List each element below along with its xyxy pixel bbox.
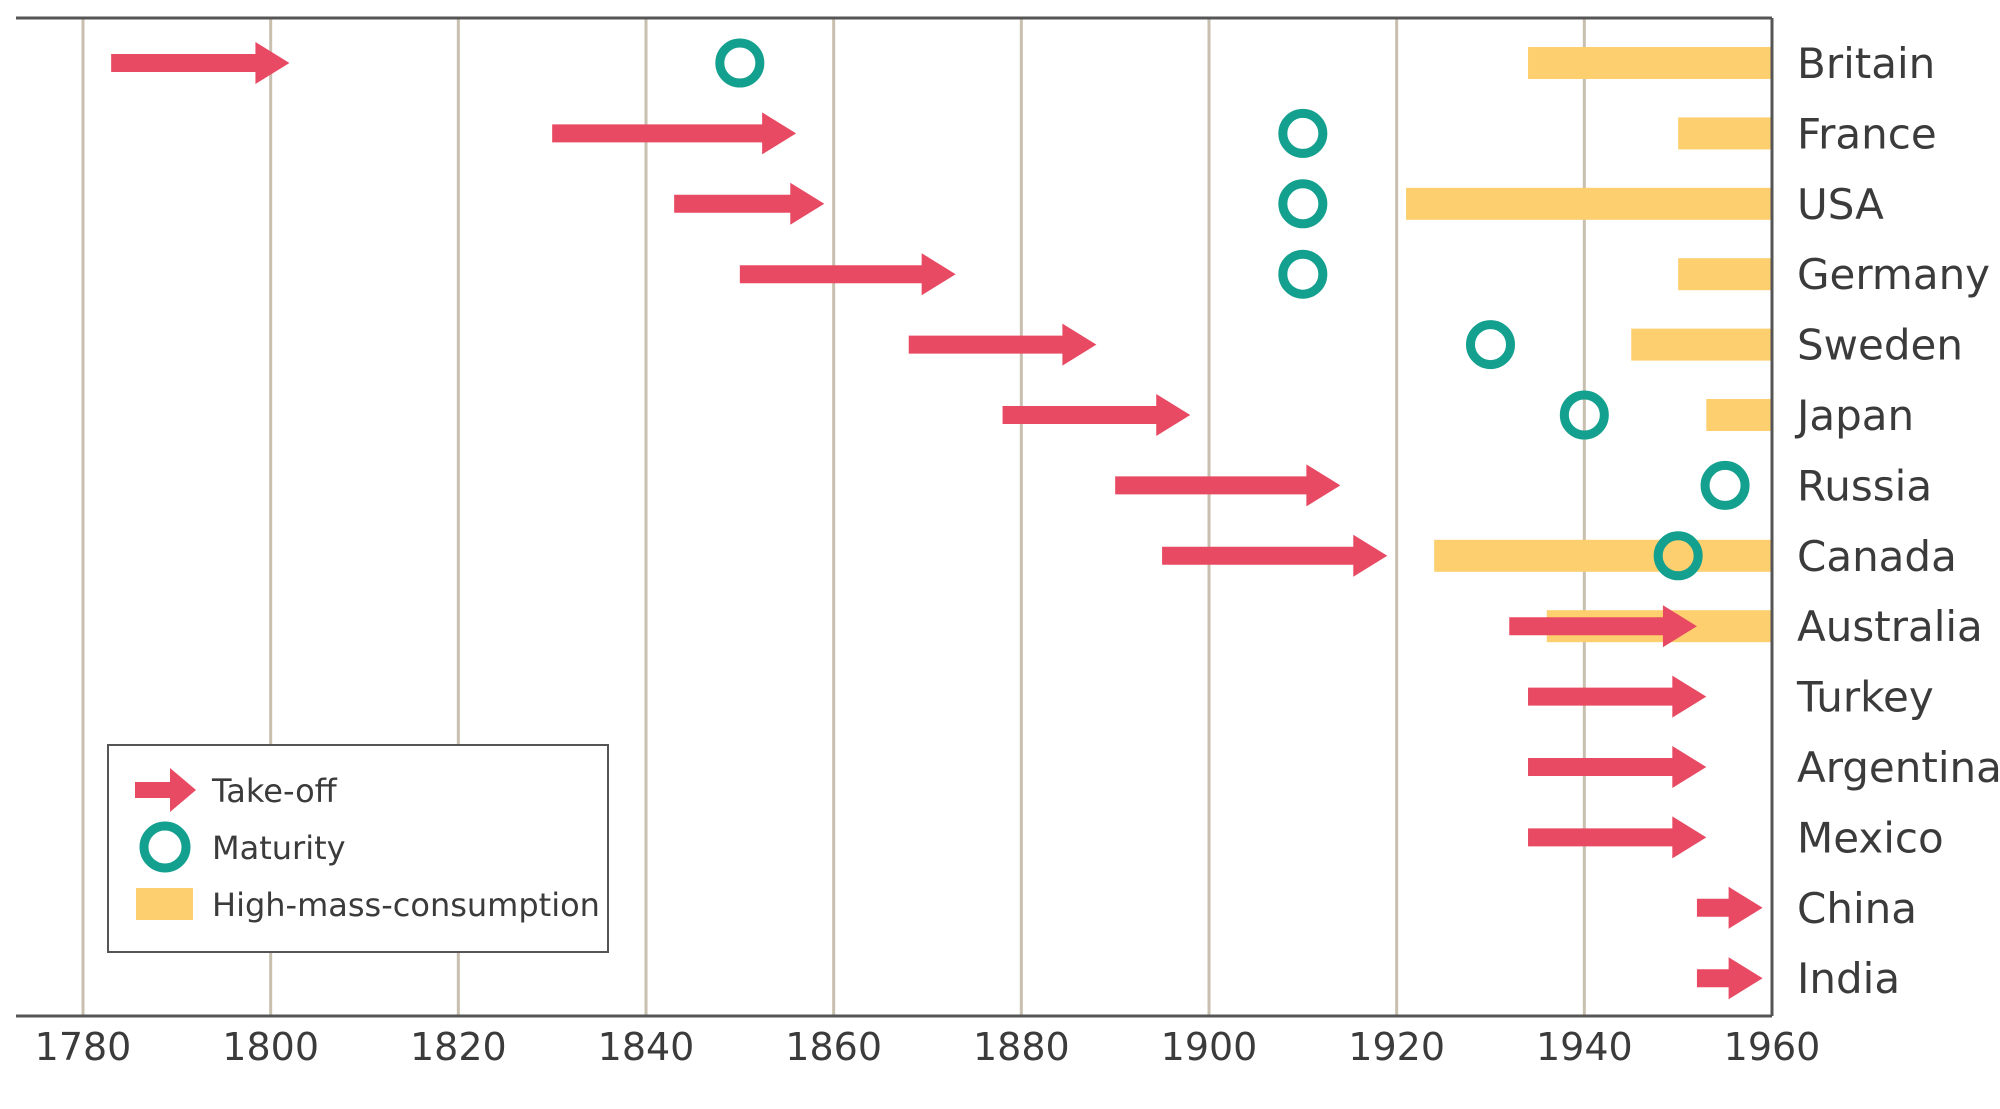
maturity-marker-france xyxy=(1278,108,1328,158)
legend-takeoff-arrow-icon xyxy=(135,768,196,812)
x-tick-label-1860: 1860 xyxy=(785,1025,882,1069)
x-tick-label-1920: 1920 xyxy=(1348,1025,1445,1069)
takeoff-arrow-india xyxy=(1696,957,1763,1000)
grid-lines xyxy=(81,18,1586,1016)
maturity-marker-usa xyxy=(1278,179,1328,229)
takeoff-arrow-russia xyxy=(1115,464,1341,507)
x-tick-label-1780: 1780 xyxy=(35,1025,132,1069)
legend: Take-off Maturity High-mass-consumption xyxy=(107,744,609,953)
takeoff-arrows xyxy=(111,42,1763,1000)
legend-takeoff-label: Take-off xyxy=(211,772,338,810)
x-tick-label-1800: 1800 xyxy=(222,1025,319,1069)
country-label-mexico: Mexico xyxy=(1797,813,1944,862)
maturity-marker-germany xyxy=(1278,249,1328,299)
maturity-marker-britain xyxy=(715,38,765,88)
country-labels: Britain France USA Germany Sweden Japan Russia… xyxy=(1794,39,2000,1003)
consumption-bar-sweden xyxy=(1631,328,1772,361)
consumption-bar-canada xyxy=(1434,539,1772,572)
country-label-sweden: Sweden xyxy=(1797,321,1963,370)
maturity-marker-russia xyxy=(1700,460,1750,510)
consumption-bars xyxy=(1406,47,1772,643)
takeoff-arrow-france xyxy=(552,112,797,155)
legend-maturity-circle-icon xyxy=(139,821,191,873)
country-label-india: India xyxy=(1797,954,1900,1003)
maturity-marker-japan xyxy=(1559,390,1609,440)
consumption-bar-usa xyxy=(1406,187,1772,220)
country-label-france: France xyxy=(1797,109,1937,158)
legend-consumption-swatch xyxy=(136,888,193,920)
country-label-usa: USA xyxy=(1797,180,1884,229)
maturity-marker-sweden xyxy=(1466,320,1515,370)
x-tick-label-1820: 1820 xyxy=(410,1025,507,1069)
takeoff-arrow-japan xyxy=(1002,394,1191,436)
takeoff-arrow-canada xyxy=(1162,534,1388,577)
consumption-bar-germany xyxy=(1678,258,1772,291)
x-tick-label-1880: 1880 xyxy=(973,1025,1070,1069)
legend-maturity-label: Maturity xyxy=(212,829,346,867)
x-axis-ticks: 1780 1800 1820 1840 1860 1880 1900 1920 1940 1960 xyxy=(35,1025,1821,1069)
country-label-canada: Canada xyxy=(1797,532,1957,581)
country-label-argentina: Argentina xyxy=(1797,743,2000,792)
consumption-bar-britain xyxy=(1528,47,1772,79)
maturity-marker-canada xyxy=(1653,531,1703,581)
country-label-germany: Germany xyxy=(1797,250,1990,299)
x-tick-label-1900: 1900 xyxy=(1161,1025,1258,1069)
country-label-china: China xyxy=(1797,884,1917,933)
country-label-australia: Australia xyxy=(1797,602,1983,651)
consumption-bar-japan xyxy=(1706,399,1772,431)
takeoff-arrow-argentina xyxy=(1528,746,1707,788)
takeoff-arrow-australia xyxy=(1509,605,1697,648)
country-label-japan: Japan xyxy=(1794,391,1914,440)
takeoff-arrow-turkey xyxy=(1528,675,1707,718)
takeoff-arrow-usa xyxy=(674,182,825,225)
country-label-russia: Russia xyxy=(1797,461,1932,510)
x-tick-label-1840: 1840 xyxy=(598,1025,695,1069)
x-tick-label-1940: 1940 xyxy=(1536,1025,1633,1069)
country-label-turkey: Turkey xyxy=(1796,673,1934,722)
x-tick-label-1960: 1960 xyxy=(1724,1025,1821,1069)
takeoff-arrow-mexico xyxy=(1528,816,1707,859)
takeoff-arrow-britain xyxy=(111,42,290,84)
maturity-markers xyxy=(715,38,1750,581)
plot-frame xyxy=(16,16,1774,1018)
consumption-bar-france xyxy=(1678,117,1772,150)
takeoff-arrow-germany xyxy=(739,253,956,296)
country-label-britain: Britain xyxy=(1797,39,1935,88)
legend-consumption-label: High-mass-consumption xyxy=(212,886,600,924)
takeoff-arrow-sweden xyxy=(908,323,1097,366)
takeoff-arrow-china xyxy=(1696,886,1763,929)
